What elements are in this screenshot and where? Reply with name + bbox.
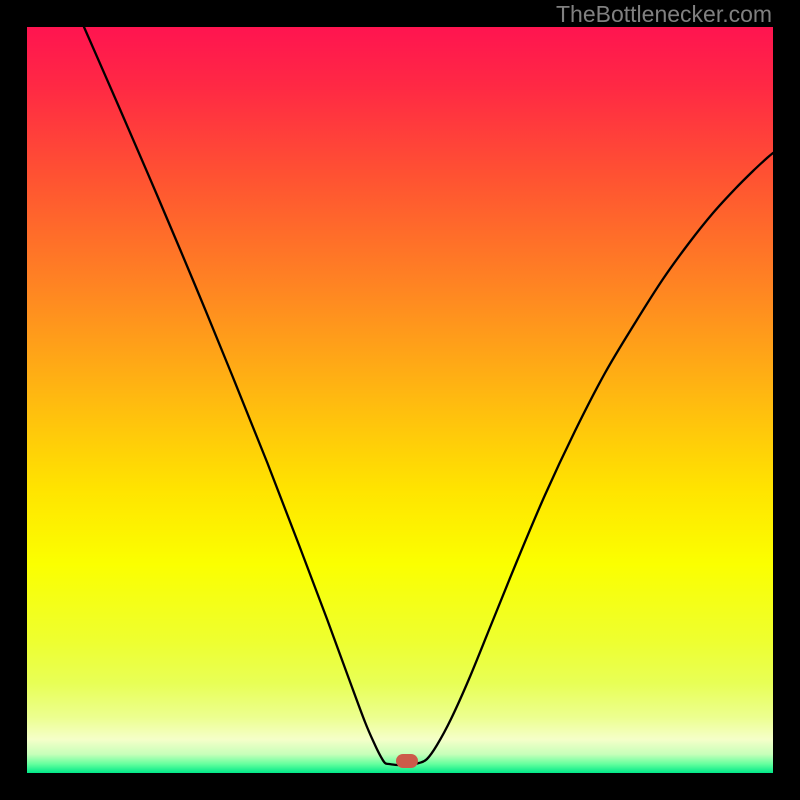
frame-left — [0, 0, 27, 800]
watermark-text: TheBottlenecker.com — [556, 1, 772, 28]
stage: TheBottlenecker.com — [0, 0, 800, 800]
plot-area — [27, 27, 773, 773]
optimal-point-marker — [396, 754, 418, 768]
chart-svg — [27, 27, 773, 773]
bottleneck-curve — [84, 27, 773, 765]
frame-right — [773, 0, 800, 800]
frame-bottom — [0, 773, 800, 800]
